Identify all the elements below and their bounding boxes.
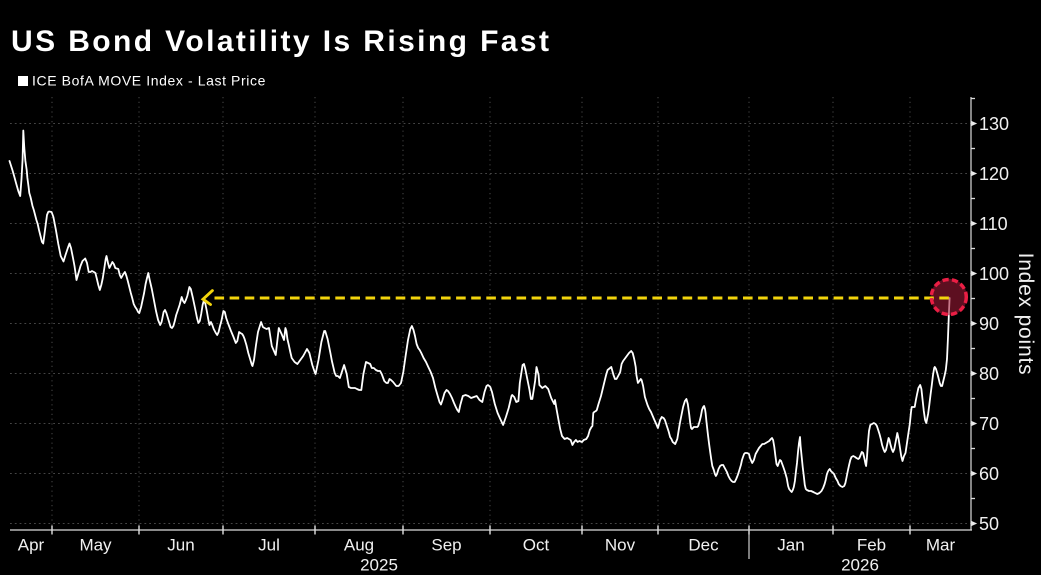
svg-text:100: 100 <box>979 264 1009 284</box>
svg-text:Jun: Jun <box>167 536 194 555</box>
svg-text:Mar: Mar <box>926 536 956 555</box>
svg-text:US Bond Volatility Is Rising F: US Bond Volatility Is Rising Fast <box>11 25 551 58</box>
svg-text:110: 110 <box>979 214 1008 234</box>
svg-text:ICE BofA MOVE Index - Last Pri: ICE BofA MOVE Index - Last Price <box>32 73 266 89</box>
svg-text:Dec: Dec <box>688 536 719 555</box>
svg-text:Apr: Apr <box>18 536 45 555</box>
svg-text:Nov: Nov <box>605 536 636 555</box>
svg-text:2025: 2025 <box>360 556 398 575</box>
svg-text:Feb: Feb <box>857 536 886 555</box>
svg-text:Sep: Sep <box>431 536 461 555</box>
svg-text:50: 50 <box>979 514 999 534</box>
svg-text:130: 130 <box>979 114 1009 134</box>
svg-text:Oct: Oct <box>523 536 550 555</box>
svg-text:70: 70 <box>979 414 999 434</box>
svg-text:2026: 2026 <box>841 556 879 575</box>
svg-text:Aug: Aug <box>344 536 374 555</box>
svg-text:60: 60 <box>979 464 999 484</box>
svg-text:120: 120 <box>979 164 1009 184</box>
svg-text:Jul: Jul <box>258 536 280 555</box>
svg-text:Jan: Jan <box>777 536 804 555</box>
svg-text:80: 80 <box>979 364 999 384</box>
svg-text:May: May <box>79 536 112 555</box>
svg-text:Index points: Index points <box>1014 253 1037 376</box>
svg-text:90: 90 <box>979 314 999 334</box>
